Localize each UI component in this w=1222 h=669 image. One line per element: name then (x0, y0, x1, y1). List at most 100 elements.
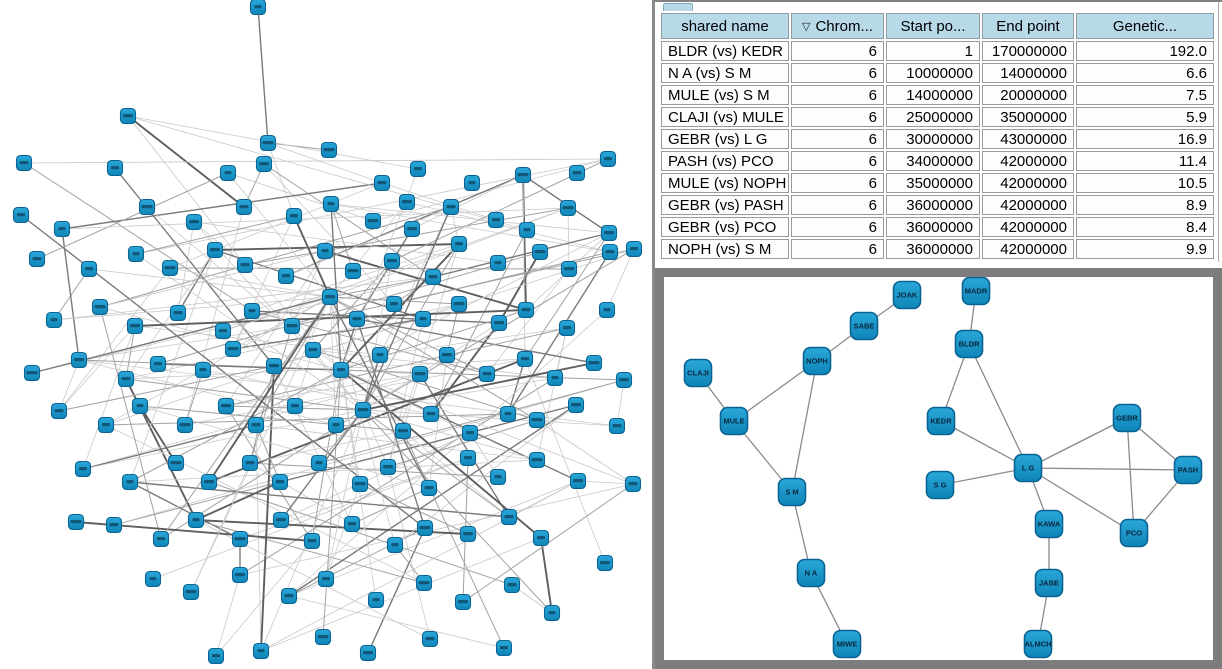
graph-node[interactable] (359, 644, 377, 662)
graph-node[interactable] (569, 472, 587, 490)
graph-node[interactable] (559, 199, 577, 217)
graph-node[interactable] (385, 295, 403, 313)
table-row[interactable]: BLDR (vs) KEDR 6 1 170000000 192.0 (661, 41, 1214, 61)
graph-node[interactable] (364, 212, 382, 230)
graph-node[interactable] (518, 221, 536, 239)
sub-network-canvas[interactable]: JOAK SABE NOPH CLAJI MULE S M N A MIWE MADR BLDR K… (664, 277, 1213, 660)
graph-node[interactable] (249, 0, 267, 16)
graph-node[interactable] (411, 365, 429, 383)
graph-node[interactable] (461, 424, 479, 442)
graph-node[interactable] (280, 587, 298, 605)
graph-node[interactable] (53, 220, 71, 238)
graph-node[interactable] (416, 519, 434, 537)
graph-node[interactable] (478, 365, 496, 383)
graph-node[interactable] (314, 628, 332, 646)
graph-node[interactable] (185, 213, 203, 231)
graph-node[interactable] (231, 530, 249, 548)
graph-node[interactable] (415, 574, 433, 592)
graph-node[interactable] (354, 401, 372, 419)
graph-node[interactable] (207, 647, 225, 665)
graph-node[interactable] (303, 532, 321, 550)
table-row[interactable]: GEBR (vs) PCO 6 36000000 42000000 8.4 (661, 217, 1214, 237)
graph-node[interactable] (424, 268, 442, 286)
graph-node[interactable] (386, 536, 404, 554)
graph-node[interactable] (531, 243, 549, 261)
graph-node[interactable]: JABE (1034, 568, 1064, 598)
graph-node[interactable] (546, 369, 564, 387)
column-header-genetic-[interactable]: Genetic... (1076, 13, 1214, 39)
graph-node[interactable] (624, 475, 642, 493)
graph-node[interactable] (414, 310, 432, 328)
graph-node[interactable] (422, 405, 440, 423)
graph-node[interactable] (138, 198, 156, 216)
graph-node[interactable] (450, 235, 468, 253)
graph-node[interactable] (144, 570, 162, 588)
graph-node[interactable] (167, 454, 185, 472)
graph-node[interactable] (585, 354, 603, 372)
graph-node[interactable] (224, 340, 242, 358)
graph-node[interactable] (152, 530, 170, 548)
graph-node[interactable] (217, 397, 235, 415)
graph-node[interactable] (283, 317, 301, 335)
graph-node[interactable] (568, 164, 586, 182)
graph-node[interactable] (317, 570, 335, 588)
graph-node[interactable] (495, 639, 513, 657)
graph-node[interactable] (97, 416, 115, 434)
graph-node[interactable] (543, 604, 561, 622)
graph-node[interactable] (332, 361, 350, 379)
graph-node[interactable] (348, 310, 366, 328)
graph-node[interactable] (398, 193, 416, 211)
graph-node[interactable] (438, 346, 456, 364)
graph-node[interactable] (219, 164, 237, 182)
graph-node[interactable] (454, 593, 472, 611)
graph-node[interactable]: MIWE (832, 629, 862, 659)
graph-node[interactable] (490, 314, 508, 332)
graph-node[interactable] (343, 515, 361, 533)
graph-node[interactable] (327, 416, 345, 434)
graph-node[interactable] (277, 267, 295, 285)
graph-node[interactable]: KAWA (1034, 509, 1064, 539)
graph-node[interactable] (70, 351, 88, 369)
graph-node[interactable]: CLAJI (683, 358, 713, 388)
graph-node[interactable] (459, 525, 477, 543)
graph-node[interactable] (259, 134, 277, 152)
graph-node[interactable] (106, 159, 124, 177)
graph-node[interactable] (176, 416, 194, 434)
graph-node[interactable] (608, 417, 626, 435)
graph-node[interactable] (625, 240, 643, 258)
graph-node[interactable]: GEBR (1112, 403, 1142, 433)
graph-node[interactable] (236, 256, 254, 274)
graph-node[interactable]: NOPH (802, 346, 832, 376)
graph-node[interactable] (247, 416, 265, 434)
filter-icon[interactable]: ▽ (802, 20, 811, 33)
graph-node[interactable] (23, 364, 41, 382)
graph-node[interactable] (131, 397, 149, 415)
graph-node[interactable] (187, 511, 205, 529)
graph-node[interactable] (371, 346, 389, 364)
graph-node[interactable] (161, 259, 179, 277)
graph-node[interactable]: JOAK (892, 280, 922, 310)
graph-node[interactable]: KEDR (926, 406, 956, 436)
column-header-chrom-[interactable]: ▽ Chrom... (791, 13, 884, 39)
table-row[interactable]: NOPH (vs) S M 6 36000000 42000000 9.9 (661, 239, 1214, 259)
table-row[interactable]: N A (vs) S M 6 10000000 14000000 6.6 (661, 63, 1214, 83)
graph-node[interactable] (351, 475, 369, 493)
graph-node[interactable] (367, 591, 385, 609)
table-row[interactable]: PASH (vs) PCO 6 34000000 42000000 11.4 (661, 151, 1214, 171)
graph-node[interactable] (182, 583, 200, 601)
column-header-start-po-[interactable]: Start po... (886, 13, 980, 39)
graph-node[interactable] (235, 198, 253, 216)
graph-node[interactable] (169, 304, 187, 322)
graph-node[interactable] (15, 154, 33, 172)
graph-node[interactable]: MULE (719, 406, 749, 436)
graph-node[interactable] (499, 405, 517, 423)
graph-node[interactable] (322, 195, 340, 213)
table-row[interactable]: GEBR (vs) L G 6 30000000 43000000 16.9 (661, 129, 1214, 149)
graph-node[interactable] (231, 566, 249, 584)
graph-node[interactable] (320, 141, 338, 159)
graph-node[interactable] (105, 516, 123, 534)
graph-node[interactable]: S M (777, 477, 807, 507)
graph-node[interactable] (420, 479, 438, 497)
graph-node[interactable] (119, 107, 137, 125)
graph-node[interactable] (194, 361, 212, 379)
